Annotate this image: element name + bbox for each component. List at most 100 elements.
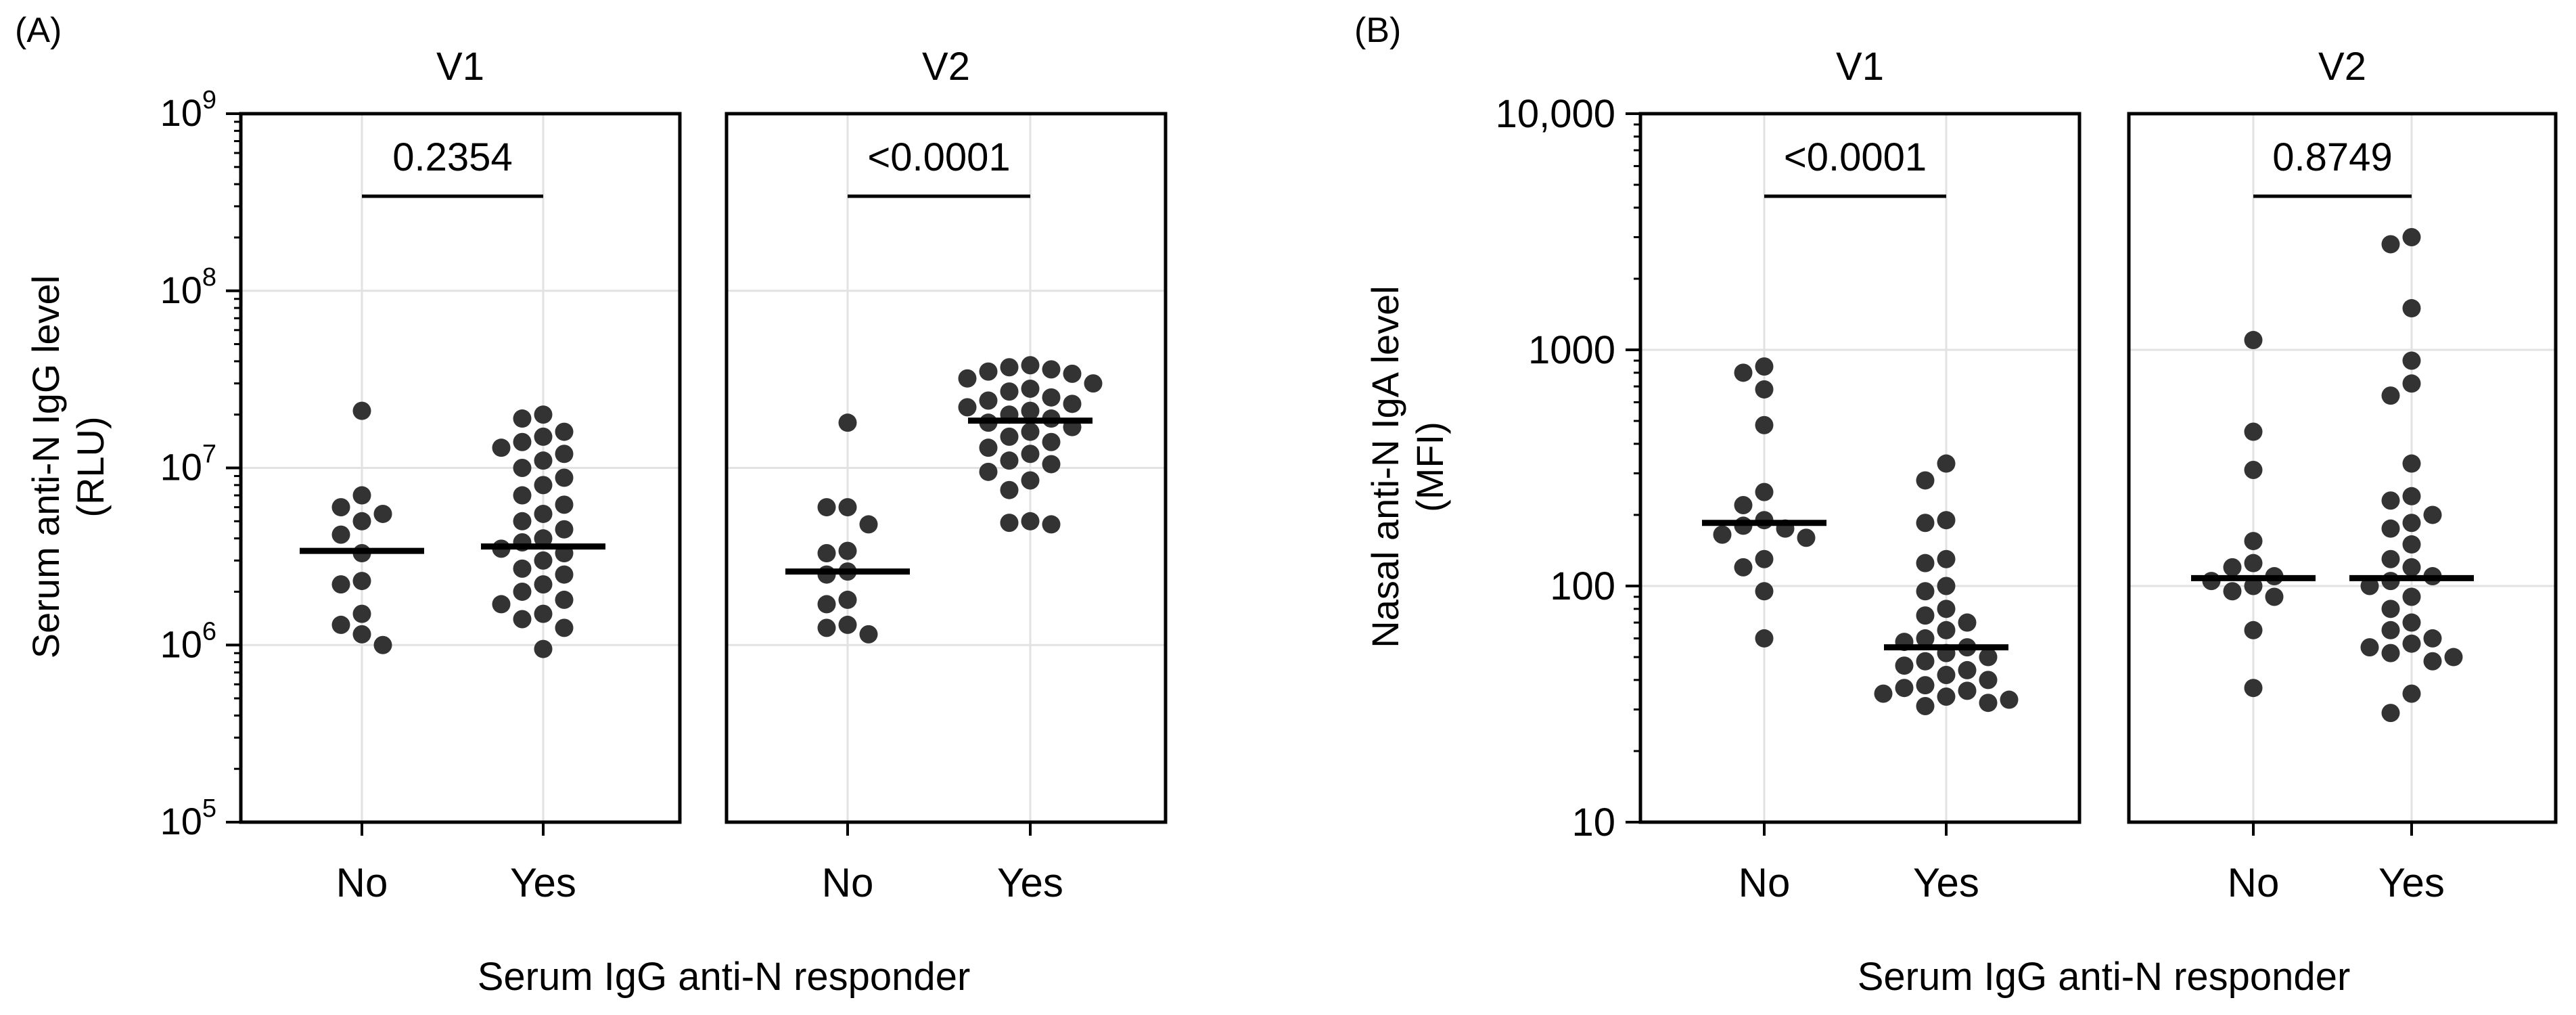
- data-point: [534, 551, 553, 570]
- data-point: [1958, 660, 1977, 679]
- data-point: [1734, 558, 1753, 577]
- data-point: [1916, 697, 1935, 716]
- x-tick-label: No: [2228, 860, 2280, 905]
- data-point: [1874, 684, 1893, 703]
- data-point: [492, 595, 511, 614]
- data-point: [2244, 532, 2263, 551]
- data-point: [2381, 704, 2400, 723]
- data-point: [1916, 606, 1935, 625]
- data-point: [979, 362, 998, 381]
- data-point: [2244, 679, 2263, 698]
- data-point: [555, 495, 574, 514]
- p-value-label: <0.0001: [867, 135, 1010, 179]
- data-point: [1979, 648, 1998, 667]
- data-point: [1916, 629, 1935, 648]
- data-point: [513, 486, 532, 505]
- data-point: [2244, 554, 2263, 572]
- data-point: [838, 590, 857, 609]
- data-point: [1797, 528, 1816, 547]
- data-point: [534, 529, 553, 548]
- x-tick-label: Yes: [1913, 860, 1979, 905]
- data-point: [817, 498, 836, 517]
- data-point: [2402, 558, 2421, 577]
- data-point: [838, 498, 857, 517]
- series-no: [785, 413, 910, 644]
- data-point: [2381, 519, 2400, 538]
- data-point: [1916, 471, 1935, 490]
- data-point: [2402, 684, 2421, 703]
- data-point: [1021, 512, 1040, 531]
- data-point: [513, 610, 532, 629]
- data-point: [2402, 351, 2421, 370]
- data-point: [1895, 656, 1914, 675]
- data-point: [1937, 549, 1956, 568]
- series-yes: [958, 356, 1103, 534]
- x-tick-label: Yes: [510, 860, 576, 905]
- data-point: [2381, 386, 2400, 405]
- y-axis-label: Serum anti-N IgG level: [24, 275, 67, 658]
- data-point: [1000, 382, 1019, 401]
- data-point: [534, 405, 553, 424]
- data-point: [1916, 652, 1935, 671]
- p-value-label: 0.2354: [392, 135, 512, 179]
- y-tick-label: 10: [1571, 800, 1615, 844]
- data-point: [2223, 558, 2242, 577]
- data-point: [1937, 687, 1956, 706]
- data-point: [513, 512, 532, 531]
- data-point: [1021, 356, 1040, 375]
- data-point: [534, 476, 553, 495]
- data-point: [817, 618, 836, 637]
- data-point: [838, 413, 857, 432]
- data-point: [492, 438, 511, 457]
- x-tick-label: Yes: [2378, 860, 2445, 905]
- data-point: [555, 590, 574, 609]
- data-point: [1000, 514, 1019, 533]
- y-axis-unit: (MFI): [1408, 422, 1451, 512]
- data-point: [2402, 374, 2421, 393]
- subplot-title: V2: [2318, 45, 2366, 89]
- data-point: [534, 427, 553, 446]
- series-yes: [2349, 227, 2474, 723]
- data-point: [1979, 694, 1998, 713]
- data-point: [859, 515, 878, 534]
- panel-label: (A): [15, 11, 62, 50]
- data-point: [534, 504, 553, 523]
- series-no: [2191, 331, 2316, 698]
- data-point: [1000, 427, 1019, 446]
- data-point: [1021, 401, 1040, 420]
- data-point: [1734, 363, 1753, 382]
- subplot-v1: V1 <0.0001 No Yes: [1638, 45, 2082, 905]
- data-point: [1755, 582, 1774, 601]
- data-point: [2423, 505, 2442, 524]
- data-point: [979, 438, 998, 457]
- data-point: [1042, 388, 1061, 407]
- y-tick-label: 10,000: [1496, 92, 1615, 136]
- data-point: [1755, 482, 1774, 501]
- data-point: [1063, 394, 1082, 413]
- data-point: [2381, 235, 2400, 254]
- data-point: [331, 575, 350, 594]
- data-point: [2223, 582, 2242, 601]
- data-point: [1937, 511, 1956, 530]
- data-point: [352, 512, 371, 531]
- data-point: [1042, 360, 1061, 379]
- subplot-title: V2: [922, 45, 970, 89]
- y-tick-label: 100: [1550, 564, 1615, 608]
- data-point: [1000, 480, 1019, 499]
- y-axis-unit: (RLU): [69, 416, 112, 517]
- data-point: [1937, 600, 1956, 618]
- subplot-v2: V2 <0.0001 No Yes: [724, 45, 1168, 905]
- data-point: [2000, 690, 2019, 709]
- series-no: [300, 401, 424, 654]
- data-point: [2265, 587, 2284, 606]
- data-point: [1042, 432, 1061, 451]
- data-point: [513, 459, 532, 477]
- data-point: [1084, 374, 1103, 393]
- data-point: [1755, 415, 1774, 434]
- data-point: [2423, 629, 2442, 648]
- data-point: [2381, 644, 2400, 662]
- data-point: [2402, 227, 2421, 246]
- data-point: [1937, 621, 1956, 639]
- data-point: [352, 572, 371, 591]
